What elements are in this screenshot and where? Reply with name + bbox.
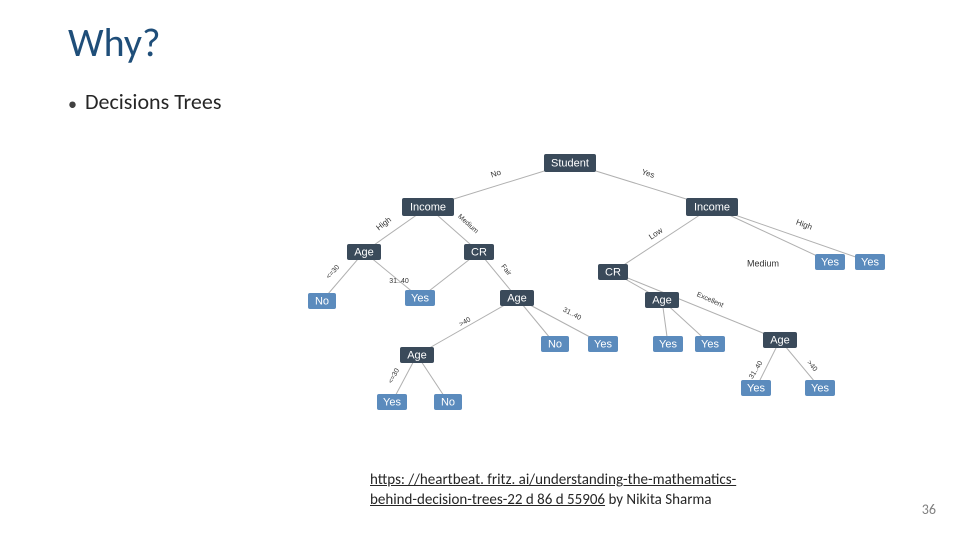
tree-node: Age [347,244,381,260]
svg-text:No: No [315,295,329,307]
svg-text:Age: Age [770,334,790,346]
citation-link-line2[interactable]: behind-decision-trees-22 d 86 d 55906 [370,491,605,509]
tree-node: Yes [405,290,435,306]
tree-node: Student [544,154,596,172]
edge-label: <=30 [387,367,401,384]
edge-label: High [375,215,394,232]
svg-text:Income: Income [410,201,446,213]
edge-label: >40 [805,359,818,373]
tree-node: CR [598,264,628,280]
edge-label: Low [647,226,664,242]
edge-label: Medium [456,213,479,235]
svg-text:Yes: Yes [383,396,401,408]
tree-node: Age [645,292,679,308]
svg-text:No: No [548,338,562,350]
decision-tree-diagram: No Yes High Medium Low High <=30 31..40 Fair Exce… [0,0,960,540]
edge-label: >40 [458,316,472,328]
svg-text:Yes: Yes [821,256,839,268]
svg-text:Yes: Yes [747,382,765,394]
tree-node: Income [686,198,738,216]
tree-edge [417,298,517,355]
svg-text:Yes: Yes [811,382,829,394]
svg-text:Age: Age [407,349,427,361]
tree-node: Age [500,290,534,306]
edge-label: <=30 [325,264,341,281]
edge-label: Yes [641,167,656,180]
tree-node: Yes [588,336,618,352]
tree-node: Income [402,198,454,216]
edge-label: 31..40 [748,360,764,380]
svg-text:No: No [441,396,455,408]
edge-label: Medium [747,258,779,268]
tree-node: No [308,293,336,309]
citation-link-line1[interactable]: https: //heartbeat. fritz. ai/understand… [370,471,736,489]
svg-text:Yes: Yes [861,256,879,268]
tree-node: Yes [741,380,771,396]
slide-number: 36 [922,501,936,518]
svg-text:CR: CR [605,266,621,278]
tree-edge [613,272,780,340]
svg-text:Age: Age [652,294,672,306]
tree-node: Yes [653,336,683,352]
svg-text:Yes: Yes [594,338,612,350]
tree-node: No [434,394,462,410]
tree-node: Yes [377,394,407,410]
tree-node: Yes [805,380,835,396]
tree-node: Age [400,347,434,363]
svg-text:Yes: Yes [411,292,429,304]
svg-text:Yes: Yes [701,338,719,350]
svg-text:Student: Student [551,157,589,169]
edge-label: 31..40 [562,307,583,322]
tree-node: No [541,336,569,352]
tree-node: Yes [855,254,885,270]
edge-label: No [490,168,503,180]
edge-label: Fair [499,263,512,277]
svg-text:Age: Age [507,292,527,304]
edge-label: 31..40 [389,278,409,285]
tree-node: Yes [695,336,725,352]
citation-author: by Nikita Sharma [605,491,712,509]
edge-label: Excellent [695,291,724,309]
citation: https: //heartbeat. fritz. ai/understand… [370,470,736,511]
svg-text:Age: Age [354,246,374,258]
tree-node: Yes [815,254,845,270]
tree-edge [613,207,712,272]
svg-text:Income: Income [694,201,730,213]
edge-label: High [795,218,814,232]
tree-node: CR [464,244,494,260]
svg-text:Yes: Yes [659,338,677,350]
tree-node: Age [763,332,797,348]
svg-text:CR: CR [471,246,487,258]
